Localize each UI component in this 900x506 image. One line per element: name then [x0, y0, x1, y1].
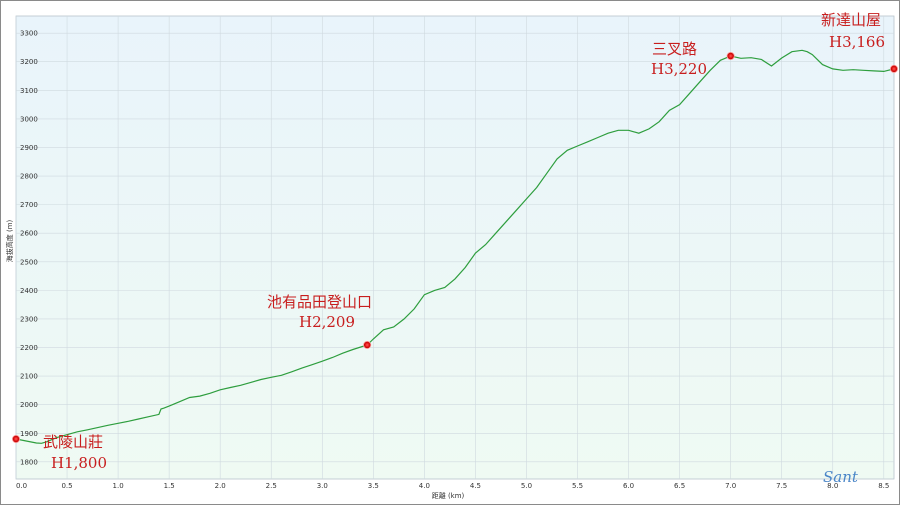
x-tick-labels: 0.0 0.5 1.0 1.5 2.0 2.5 3.0 3.5 4.0 4.5 5.0 5.5 6.0 6… [16, 482, 889, 490]
annotation-junction-name: 三叉路 [652, 40, 697, 58]
waypoint-marker [890, 64, 899, 73]
x-tick-label: 2.0 [215, 482, 226, 490]
y-tick-label: 2700 [20, 201, 38, 209]
x-tick-label: 7.0 [725, 482, 736, 490]
y-tick-label: 3200 [20, 58, 38, 66]
x-tick-label: 1.5 [164, 482, 175, 490]
waypoint-marker [11, 434, 20, 443]
signature-watermark: Sant [823, 468, 859, 486]
x-tick-label: 8.5 [878, 482, 889, 490]
annotation-hut-name: 新達山屋 [821, 11, 881, 29]
x-tick-label: 0.0 [16, 482, 27, 490]
x-tick-label: 4.0 [419, 482, 430, 490]
x-tick-label: 3.5 [368, 482, 379, 490]
y-tick-label: 2900 [20, 144, 38, 152]
y-tick-label: 3300 [20, 30, 38, 38]
waypoint-markers [11, 52, 899, 443]
x-tick-label: 1.0 [113, 482, 124, 490]
annotation-trailhead-name: 池有品田登山口 [267, 293, 372, 311]
elevation-line [15, 49, 895, 444]
x-tick-label: 5.0 [521, 482, 532, 490]
y-tick-labels: 1800 1900 2000 2100 2200 2300 2400 2500 2600 2700… [20, 30, 38, 467]
y-tick-label: 2400 [20, 287, 38, 295]
x-tick-label: 3.0 [317, 482, 328, 490]
grid-lines [15, 16, 894, 479]
x-axis-label: 距離 (km) [432, 491, 465, 500]
waypoint-marker [726, 52, 735, 61]
y-tick-label: 2200 [20, 344, 38, 352]
y-tick-label: 1800 [20, 458, 38, 466]
y-tick-label: 2500 [20, 258, 38, 266]
x-tick-label: 6.5 [674, 482, 685, 490]
x-tick-label: 2.5 [266, 482, 277, 490]
annotation-junction-elev: H3,220 [651, 60, 707, 78]
y-tick-label: 2800 [20, 173, 38, 181]
annotation-wuling-name: 武陵山莊 [43, 433, 103, 451]
annotation-wuling-elev: H1,800 [51, 454, 107, 472]
annotation-hut-elev: H3,166 [829, 33, 885, 51]
x-tick-label: 0.5 [61, 482, 72, 490]
y-tick-label: 2100 [20, 373, 38, 381]
y-tick-label: 2300 [20, 315, 38, 323]
y-tick-label: 1900 [20, 430, 38, 438]
x-tick-label: 4.5 [470, 482, 481, 490]
y-tick-label: 3100 [20, 87, 38, 95]
y-tick-label: 2000 [20, 401, 38, 409]
y-axis-label: 海拔高度 (m) [5, 219, 14, 262]
waypoint-marker [363, 340, 372, 349]
x-tick-label: 6.0 [623, 482, 634, 490]
y-tick-label: 3000 [20, 115, 38, 123]
x-tick-label: 5.5 [572, 482, 583, 490]
x-tick-label: 7.5 [776, 482, 787, 490]
annotation-trailhead-elev: H2,209 [299, 313, 355, 331]
y-tick-label: 2600 [20, 230, 38, 238]
plot-background [15, 15, 895, 480]
x-tick-label: 8.0 [827, 482, 838, 490]
